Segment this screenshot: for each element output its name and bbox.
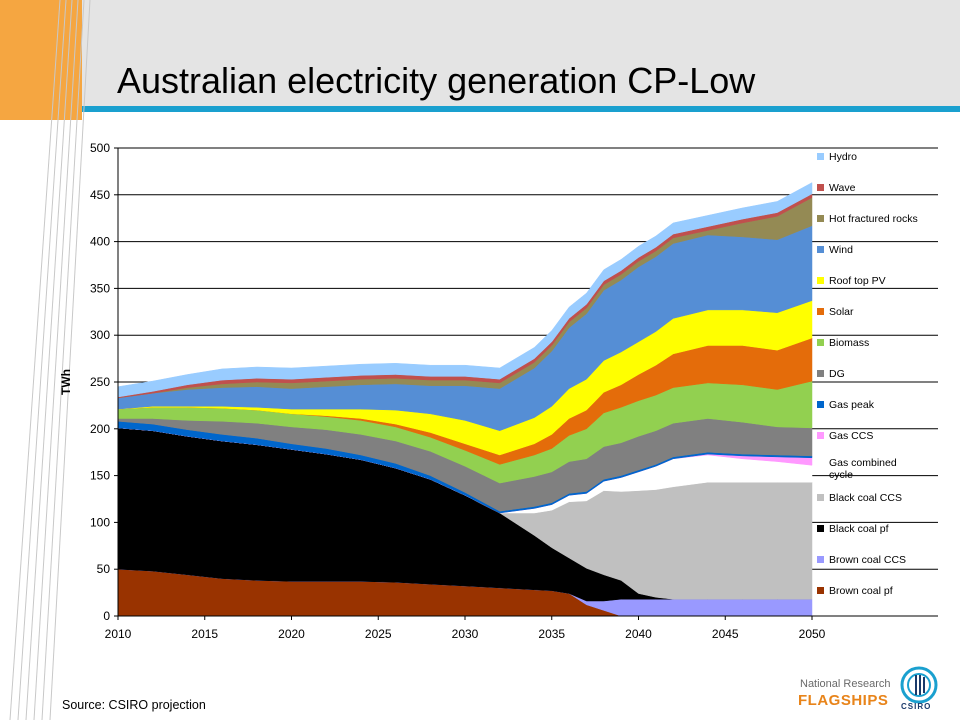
header-band (0, 0, 960, 110)
y-tick-label: 300 (90, 328, 110, 342)
legend-swatch-brown-coal-ccs (817, 556, 824, 563)
legend-label-brown-coal-pf: Brown coal pf (829, 585, 893, 597)
legend-label-gas-peak: Gas peak (829, 399, 875, 411)
legend-swatch-wind (817, 246, 824, 253)
legend-swatch-roof-top-pv (817, 277, 824, 284)
legend-label-wind: Wind (829, 244, 853, 256)
legend-label-black-coal-pf: Black coal pf (829, 523, 889, 535)
legend-swatch-brown-coal-pf (817, 587, 824, 594)
legend-label-dg: DG (829, 368, 845, 380)
source-note: Source: CSIRO projection (62, 698, 206, 712)
legend-label-biomass: Biomass (829, 337, 869, 349)
x-tick-label: 2025 (365, 627, 392, 641)
csiro-seal-icon (900, 666, 938, 704)
legend-swatch-dg (817, 370, 824, 377)
legend-swatch-hot-fractured-rocks (817, 215, 824, 222)
legend-swatch-gas-ccs (817, 432, 824, 439)
legend-swatch-hydro (817, 153, 824, 160)
y-tick-label: 150 (90, 469, 110, 483)
legend-label-black-coal-ccs: Black coal CCS (829, 492, 902, 504)
logo-seal-text: CSIRO (901, 702, 932, 711)
flagships-logo: National Research FLAGSHIPS CSIRO (790, 664, 940, 714)
y-tick-label: 0 (103, 609, 110, 623)
y-tick-label: 100 (90, 515, 110, 529)
legend-label-gas-combined-cycle: Gas combined cycle (829, 457, 897, 481)
x-tick-label: 2010 (105, 627, 132, 641)
x-tick-label: 2030 (452, 627, 479, 641)
y-tick-label: 500 (90, 141, 110, 155)
legend-label-gas-ccs: Gas CCS (829, 430, 873, 442)
x-tick-label: 2045 (712, 627, 739, 641)
legend-swatch-black-coal-ccs (817, 494, 824, 501)
legend-swatch-gas-peak (817, 401, 824, 408)
legend-swatch-solar (817, 308, 824, 315)
y-tick-label: 50 (97, 562, 111, 576)
legend-label-brown-coal-ccs: Brown coal CCS (829, 554, 906, 566)
y-axis-label: TWh (59, 369, 73, 395)
diagonal-lines (9, 0, 91, 720)
y-tick-label: 250 (90, 375, 110, 389)
legend-label-roof-top-pv: Roof top PV (829, 275, 886, 287)
y-tick-label: 400 (90, 235, 110, 249)
legend-swatch-wave (817, 184, 824, 191)
x-tick-label: 2040 (625, 627, 652, 641)
x-tick-label: 2015 (191, 627, 218, 641)
legend-label-solar: Solar (829, 306, 854, 318)
logo-line-1: National Research (800, 678, 891, 690)
legend-label-hydro: Hydro (829, 151, 857, 163)
page-title: Australian electricity generation CP-Low (117, 60, 756, 101)
area-hydro (117, 182, 813, 398)
y-tick-label: 350 (90, 281, 110, 295)
legend-label-hot-fractured-rocks: Hot fractured rocks (829, 213, 918, 225)
y-tick-label: 200 (90, 422, 110, 436)
legend-label-wave: Wave (829, 182, 856, 194)
blue-rule (82, 106, 960, 112)
x-tick-label: 2035 (538, 627, 565, 641)
legend-swatch-black-coal-pf (817, 525, 824, 532)
x-tick-label: 2050 (799, 627, 826, 641)
logo-line-2: FLAGSHIPS (798, 692, 889, 709)
x-tick-label: 2020 (278, 627, 305, 641)
y-tick-label: 450 (90, 188, 110, 202)
legend-swatch-gas-combined-cycle (817, 463, 824, 470)
legend-swatch-biomass (817, 339, 824, 346)
